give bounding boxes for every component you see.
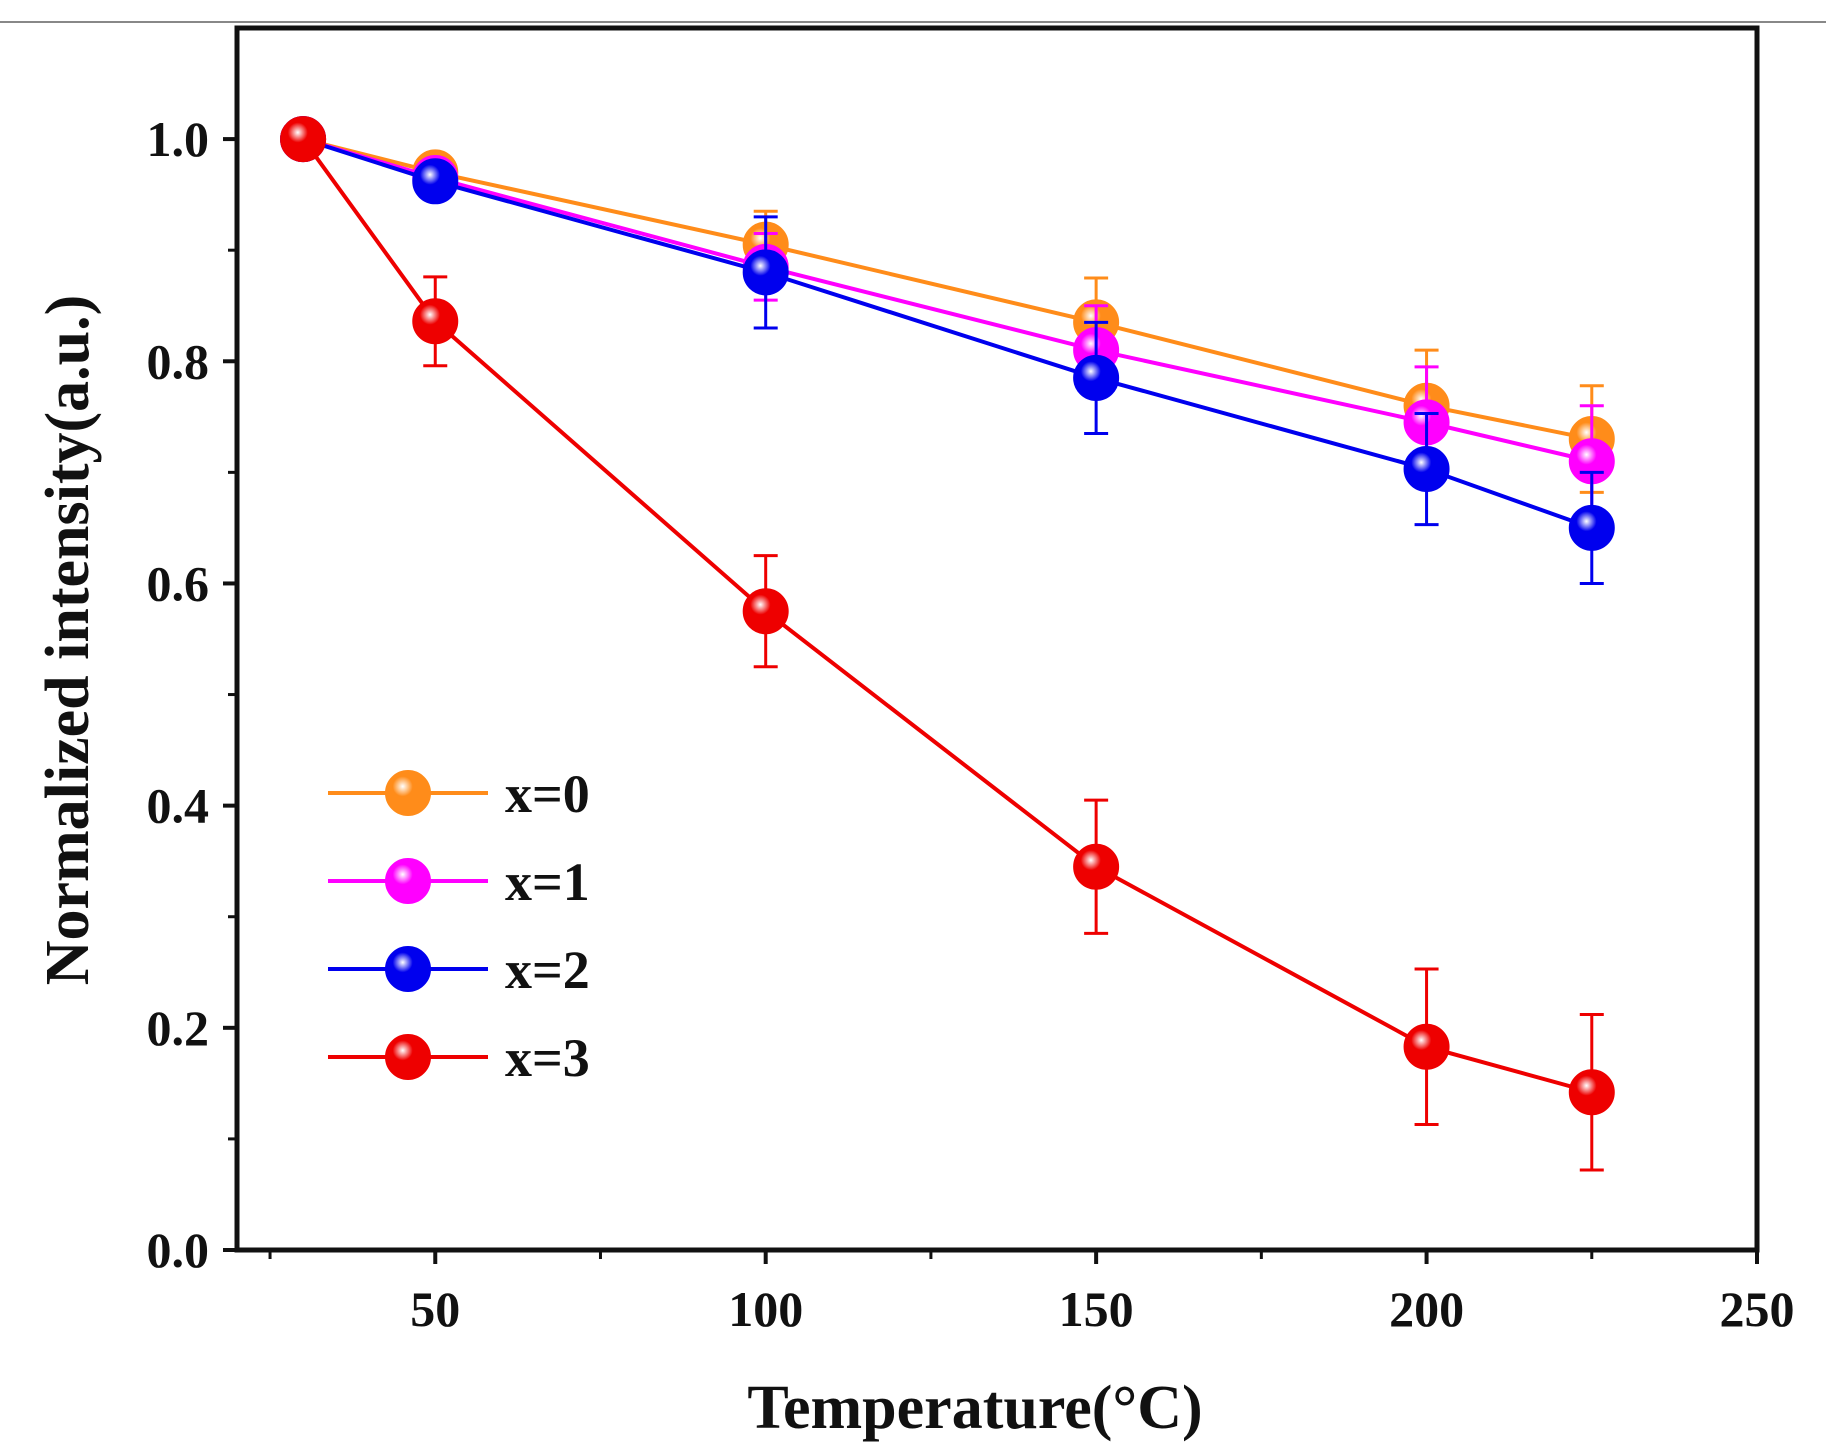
x-axis-title: Temperature(°C): [747, 1374, 1202, 1442]
data-point: [412, 298, 459, 345]
legend-marker: [385, 946, 431, 992]
legend-label: x=3: [505, 1028, 590, 1088]
data-point: [280, 116, 327, 163]
data-point: [742, 588, 789, 635]
x-tick-label: 150: [1059, 1281, 1134, 1337]
data-point: [412, 158, 459, 205]
data-point: [1403, 446, 1450, 493]
data-point: [742, 249, 789, 296]
series-layer: [280, 116, 1615, 1172]
y-tick-label: 1.0: [147, 111, 210, 167]
y-tick-label: 0.8: [147, 333, 210, 389]
legend-marker: [385, 1034, 431, 1080]
series-x2-line: [302, 137, 1593, 530]
x-tick-label: 100: [728, 1281, 803, 1337]
data-point: [1073, 843, 1120, 890]
series-x3: [280, 116, 1615, 1172]
legend-marker: [385, 858, 431, 904]
x-tick-label: 250: [1720, 1281, 1795, 1337]
plot-area: [234, 25, 1760, 1253]
y-axis: 0.0 0.2 0.4 0.6 0.8 1.0: [147, 111, 237, 1278]
y-tick-label: 0.6: [147, 555, 210, 611]
legend-item: x=1: [328, 852, 590, 912]
legend-label: x=0: [505, 764, 590, 824]
legend-label: x=2: [505, 940, 590, 1000]
data-point: [1073, 354, 1120, 401]
legend-item: x=2: [328, 940, 590, 1000]
legend-item: x=0: [328, 764, 590, 824]
legend-item: x=3: [328, 1028, 590, 1088]
y-axis-title: Normalized intensity(a.u.): [34, 295, 102, 986]
series-x3-line: [301, 137, 1593, 1095]
legend-marker: [385, 770, 431, 816]
y-tick-label: 0.2: [147, 1000, 210, 1056]
x-tick-label: 200: [1389, 1281, 1464, 1337]
data-point: [1568, 1069, 1615, 1116]
legend-label: x=1: [505, 852, 590, 912]
data-point: [1403, 1023, 1450, 1070]
plot-frame: [234, 25, 1760, 1253]
x-axis: 50 100 150 200 250: [268, 1250, 1795, 1337]
y-tick-label: 0.4: [147, 778, 210, 834]
data-point: [1568, 504, 1615, 551]
y-tick-label: 0.0: [147, 1222, 210, 1278]
x-tick-label: 50: [410, 1281, 460, 1337]
legend: x=0 x=1 x=2 x=3: [328, 764, 590, 1088]
